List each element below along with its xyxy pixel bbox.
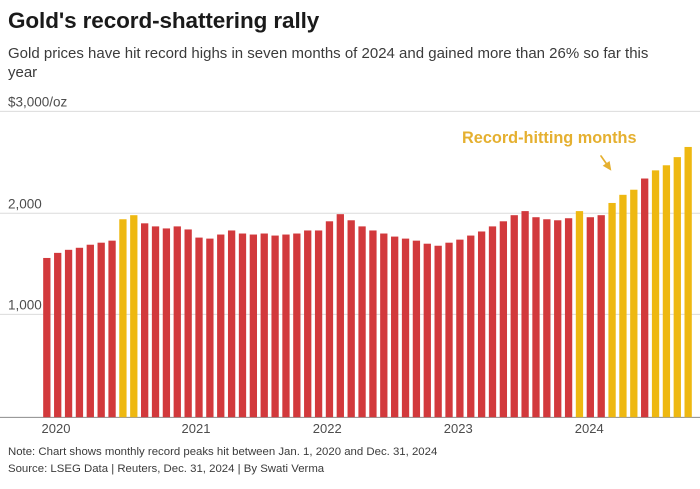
svg-text:2022: 2022 <box>313 421 342 436</box>
svg-text:$3,000/oz: $3,000/oz <box>8 95 68 110</box>
svg-text:2021: 2021 <box>182 421 211 436</box>
svg-text:2023: 2023 <box>444 421 473 436</box>
svg-text:2020: 2020 <box>42 421 71 436</box>
svg-text:2024: 2024 <box>575 421 604 436</box>
svg-text:2,000: 2,000 <box>8 197 42 212</box>
svg-text:1,000: 1,000 <box>8 298 42 313</box>
svg-text:Record-hitting months: Record-hitting months <box>462 129 637 147</box>
